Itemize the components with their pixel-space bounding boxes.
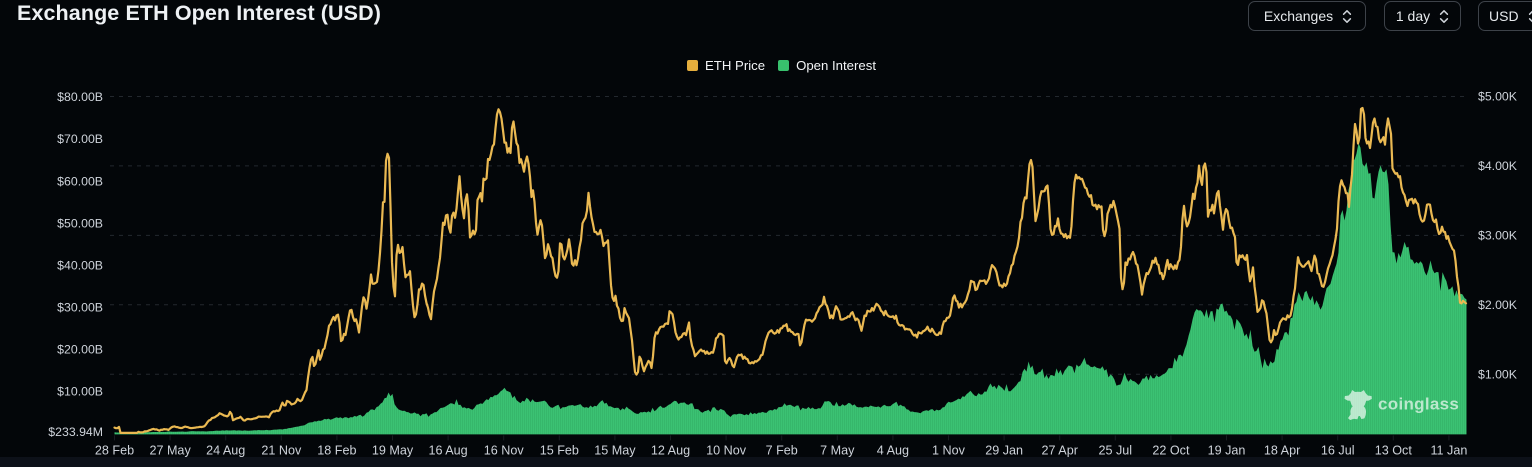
svg-text:27 Apr: 27 Apr (1041, 443, 1077, 457)
svg-text:16 Aug: 16 Aug (428, 443, 467, 457)
svg-text:18 Apr: 18 Apr (1264, 443, 1300, 457)
svg-text:$70.00B: $70.00B (57, 132, 103, 146)
svg-text:16 Jul: 16 Jul (1321, 443, 1355, 457)
svg-text:28 Feb: 28 Feb (95, 443, 134, 457)
svg-text:1 Nov: 1 Nov (932, 443, 966, 457)
svg-text:4 Aug: 4 Aug (877, 443, 909, 457)
svg-text:coinglass: coinglass (1378, 395, 1459, 414)
svg-text:29 Jan: 29 Jan (985, 443, 1023, 457)
svg-text:21 Nov: 21 Nov (261, 443, 302, 457)
svg-text:$80.00B: $80.00B (57, 90, 103, 104)
svg-text:$30.00B: $30.00B (57, 301, 103, 315)
svg-text:7 May: 7 May (820, 443, 855, 457)
svg-text:$233.94M: $233.94M (48, 425, 103, 439)
svg-text:19 Jan: 19 Jan (1208, 443, 1246, 457)
svg-text:13 Oct: 13 Oct (1375, 443, 1413, 457)
svg-text:15 May: 15 May (594, 443, 636, 457)
svg-text:27 May: 27 May (149, 443, 191, 457)
svg-text:15 Feb: 15 Feb (540, 443, 579, 457)
svg-text:$3.00K: $3.00K (1478, 229, 1518, 243)
svg-text:$40.00B: $40.00B (57, 258, 103, 272)
svg-text:11 Jan: 11 Jan (1430, 443, 1467, 457)
svg-text:$50.00B: $50.00B (57, 216, 103, 230)
svg-text:$10.00B: $10.00B (57, 385, 103, 399)
svg-text:$2.00K: $2.00K (1478, 298, 1518, 312)
svg-text:25 Jul: 25 Jul (1098, 443, 1132, 457)
svg-text:10 Nov: 10 Nov (706, 443, 747, 457)
svg-text:18 Feb: 18 Feb (317, 443, 356, 457)
svg-text:7 Feb: 7 Feb (766, 443, 798, 457)
svg-text:16 Nov: 16 Nov (484, 443, 525, 457)
svg-text:$4.00K: $4.00K (1478, 159, 1518, 173)
svg-text:$5.00K: $5.00K (1478, 90, 1518, 104)
svg-text:22 Oct: 22 Oct (1152, 443, 1190, 457)
svg-text:$60.00B: $60.00B (57, 174, 103, 188)
svg-text:$1.00K: $1.00K (1478, 367, 1518, 381)
svg-text:24 Aug: 24 Aug (206, 443, 245, 457)
svg-text:$20.00B: $20.00B (57, 343, 103, 357)
svg-text:12 Aug: 12 Aug (651, 443, 690, 457)
svg-text:19 May: 19 May (372, 443, 414, 457)
